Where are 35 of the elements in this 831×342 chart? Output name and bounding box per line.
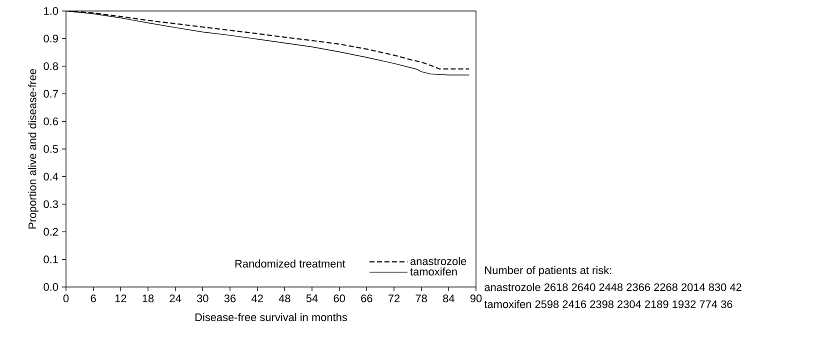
- legend-title: Randomized treatment: [235, 260, 346, 268]
- y-tick-label: 0.9: [44, 34, 58, 42]
- y-tick-label: 0.8: [44, 62, 58, 70]
- y-tick-label: 0.1: [44, 256, 58, 264]
- x-axis-title: Disease-free survival in months: [195, 313, 348, 322]
- x-tick-label: 30: [196, 294, 208, 302]
- y-tick-label: 0.4: [44, 172, 58, 180]
- y-tick-label: 0.2: [44, 228, 58, 236]
- legend-label: anastrozole: [410, 257, 466, 266]
- y-tick-label: 0.7: [44, 90, 58, 98]
- x-tick-label: 24: [170, 294, 182, 302]
- x-tick-label: 12: [115, 294, 126, 302]
- text: anastrozole 2618 2640 2448 2366 2268 2014 830 42: [484, 283, 742, 292]
- legend-label: tamoxifen: [410, 267, 457, 276]
- x-tick-label: 42: [251, 294, 263, 302]
- y-tick-label: 0.6: [44, 118, 58, 126]
- x-tick-label: 78: [416, 294, 427, 302]
- x-tick-label: 54: [306, 294, 318, 302]
- y-tick-label: 0.5: [44, 145, 58, 153]
- x-tick-label: 84: [443, 294, 454, 302]
- x-tick-label: 66: [361, 294, 372, 302]
- x-tick-label: 60: [334, 294, 345, 302]
- x-tick-label: 36: [224, 294, 236, 302]
- x-tick-label: 6: [90, 294, 96, 302]
- text: Number of patients at risk:: [485, 266, 612, 276]
- y-tick-label: 0.3: [44, 200, 58, 208]
- x-tick-label: 72: [388, 294, 400, 302]
- y-axis-title: Proportion alive and disease-free: [28, 69, 38, 229]
- x-tick-label: 18: [142, 294, 154, 302]
- x-tick-label: 0: [63, 294, 69, 302]
- text: tamoxifen 2598 2416 2398 2304 2189 1932 774 36: [484, 300, 732, 308]
- x-tick-label: 48: [278, 294, 290, 302]
- y-tick-label: 1.0: [44, 7, 58, 15]
- x-tick-label: 90: [470, 294, 482, 302]
- y-tick-label: 0.0: [44, 283, 58, 291]
